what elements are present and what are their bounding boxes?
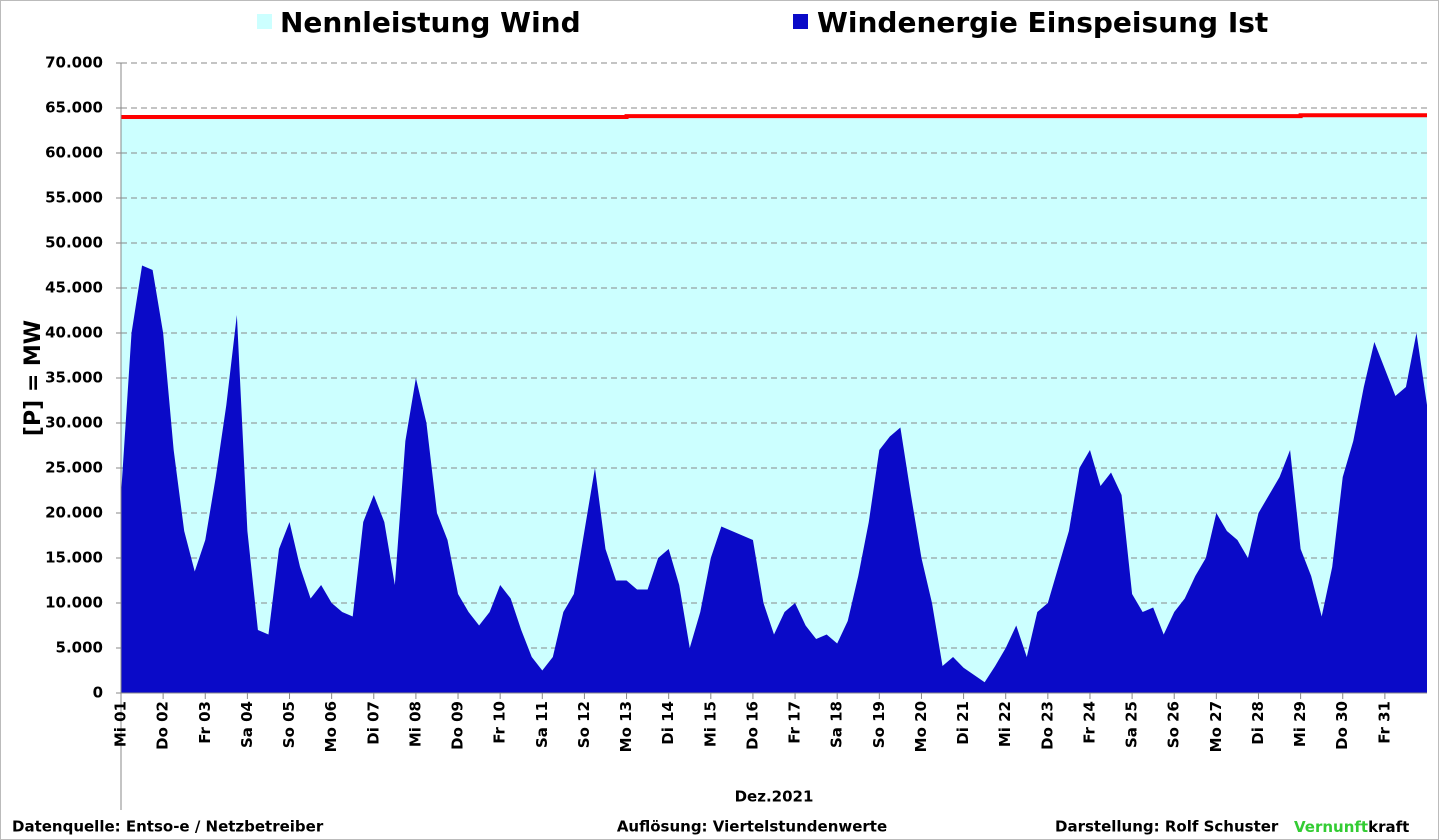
x-tick-label: So 05	[280, 701, 298, 748]
legend-swatch	[257, 14, 272, 29]
y-tick-label: 10.000	[45, 594, 103, 612]
x-tick-label: So 12	[575, 701, 593, 748]
legend-swatch	[793, 14, 808, 29]
x-tick-label: Sa 25	[1123, 701, 1141, 748]
x-tick-label: Fr 03	[196, 701, 214, 744]
area	[121, 265, 1427, 693]
x-tick-label: Sa 11	[533, 701, 551, 748]
x-tick-label: Do 02	[154, 701, 172, 750]
brand-black: kraft	[1368, 818, 1409, 836]
edge-line	[121, 113, 1427, 119]
y-axis-title: [P] = MW	[21, 320, 46, 436]
y-tick-label: 35.000	[45, 369, 103, 387]
x-tick-label: Mo 27	[1207, 701, 1225, 752]
x-tick-label: Mi 01	[112, 701, 130, 747]
x-tick-label: Mo 06	[322, 701, 340, 752]
resolution: Auflösung: Viertelstundenwerte	[617, 818, 887, 836]
x-tick-label: Mi 08	[406, 701, 424, 747]
x-tick-label: Fr 24	[1080, 701, 1098, 744]
x-tick-label: Di 28	[1249, 701, 1267, 745]
x-tick-label: Sa 18	[828, 701, 846, 748]
x-tick-label: Mi 15	[701, 701, 719, 747]
y-tick-label: 5.000	[56, 639, 103, 657]
y-tick-label: 65.000	[45, 99, 103, 117]
y-tick-label: 25.000	[45, 459, 103, 477]
x-axis-title: Dez.2021	[735, 788, 814, 806]
y-tick-label: 70.000	[45, 54, 103, 72]
x-tick-label: So 19	[870, 701, 888, 748]
x-tick-label: Sa 04	[238, 701, 256, 748]
y-tick-label: 0	[93, 684, 103, 702]
y-tick-label: 40.000	[45, 324, 103, 342]
x-tick-label: So 26	[1165, 701, 1183, 748]
legend-label: Nennleistung Wind	[280, 6, 581, 39]
y-tick-label: 20.000	[45, 504, 103, 522]
brand-green: Vernunft	[1294, 818, 1368, 836]
x-tick-label: Do 23	[1038, 701, 1056, 750]
y-tick-label: 15.000	[45, 549, 103, 567]
x-tick-label: Fr 10	[491, 701, 509, 744]
y-tick-label: 30.000	[45, 414, 103, 432]
author: Darstellung: Rolf Schuster	[1055, 818, 1279, 836]
source: Datenquelle: Entso-e / Netzbetreiber	[12, 818, 324, 836]
y-tick-label: 55.000	[45, 189, 103, 207]
x-tick-label: Mo 13	[617, 701, 635, 752]
x-tick-label: Di 07	[364, 701, 382, 745]
x-tick-label: Do 30	[1333, 701, 1351, 750]
x-tick-label: Fr 17	[786, 701, 804, 744]
legend-label: Windenergie Einspeisung Ist	[817, 6, 1268, 39]
x-tick-label: Do 16	[743, 701, 761, 750]
x-tick-label: Do 09	[449, 701, 467, 750]
y-tick-label: 60.000	[45, 144, 103, 162]
x-tick-label: Di 21	[954, 701, 972, 745]
x-tick-label: Fr 31	[1375, 701, 1393, 744]
x-tick-label: Mi 22	[996, 701, 1014, 747]
y-tick-label: 50.000	[45, 234, 103, 252]
x-tick-label: Di 14	[659, 701, 677, 745]
x-tick-label: Mi 29	[1291, 701, 1309, 747]
x-tick-label: Mo 20	[912, 701, 930, 752]
brand: Vernunftkraft	[1294, 818, 1409, 836]
y-tick-label: 45.000	[45, 279, 103, 297]
